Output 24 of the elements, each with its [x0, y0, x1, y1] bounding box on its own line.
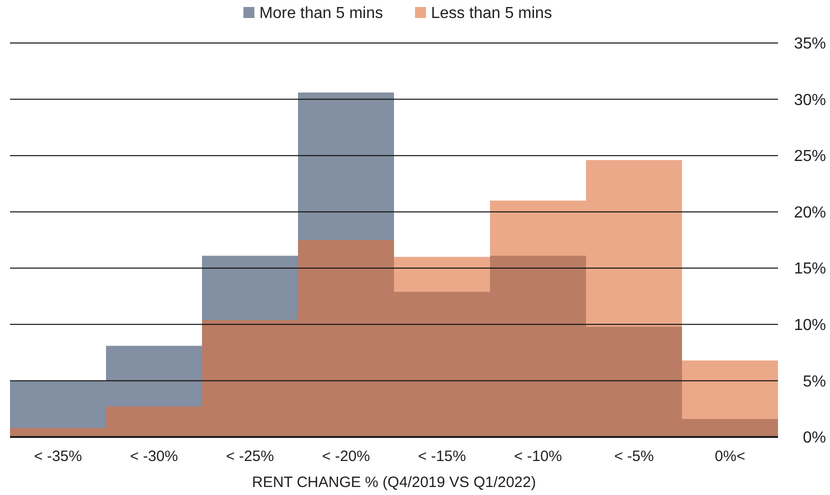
- y-tick-label: 5%: [802, 373, 826, 390]
- bar: [586, 160, 682, 437]
- bar: [106, 406, 202, 437]
- legend-label: Less than 5 mins: [431, 5, 552, 22]
- x-axis-title: RENT CHANGE % (Q4/2019 VS Q1/2022): [252, 474, 536, 491]
- y-tick-label: 35%: [794, 36, 826, 53]
- x-tick-label: < -20%: [322, 448, 370, 465]
- y-tick-label: 15%: [794, 260, 826, 278]
- x-tick-label: < -10%: [514, 448, 562, 465]
- y-tick-label: 25%: [794, 148, 826, 166]
- y-tick-label: 0%: [802, 430, 826, 447]
- bar: [10, 428, 106, 437]
- legend-label: More than 5 mins: [259, 5, 384, 22]
- x-tick-label: < -30%: [130, 448, 178, 465]
- x-tick-label: < -15%: [418, 448, 466, 465]
- bar: [202, 320, 298, 437]
- x-tick-label: < -35%: [34, 448, 82, 465]
- bar: [682, 360, 778, 437]
- x-tick-label: < -5%: [614, 448, 654, 465]
- y-tick-label: 20%: [794, 204, 826, 222]
- y-tick-label: 10%: [794, 317, 826, 334]
- x-tick-label: < -25%: [226, 448, 274, 465]
- x-tick-label: 0%<: [714, 448, 746, 465]
- y-tick-label: 30%: [794, 92, 826, 109]
